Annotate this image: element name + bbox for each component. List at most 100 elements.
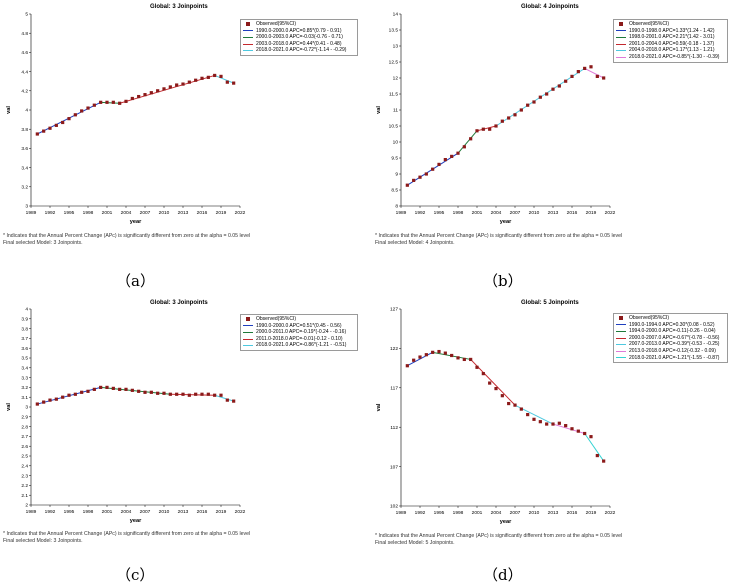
data-point	[194, 392, 198, 396]
data-point	[80, 390, 84, 394]
y-tick-label: 122	[390, 346, 398, 352]
data-point	[92, 387, 96, 391]
x-tick-label: 1992	[45, 509, 56, 515]
legend-swatch	[616, 322, 626, 328]
data-point	[443, 158, 447, 162]
data-point	[181, 392, 185, 396]
legend-label: 1990.0-2000.0 APC=0.85*(0.79 - 0.91)	[256, 27, 342, 34]
y-tick-label: 11	[393, 108, 398, 114]
x-tick-label: 1989	[396, 210, 407, 216]
data-point	[424, 353, 428, 357]
legend-item: 2003.0-2018.0 APC=0.44*(0.41 - 0.48)	[243, 41, 354, 48]
x-tick-label: 2010	[159, 509, 170, 515]
data-point	[67, 393, 71, 397]
chart-panel-b: Global: 4 Joinpoints 8 8.5 9 9.5 10 10.5 11 11.…	[370, 0, 730, 290]
data-point	[200, 392, 204, 396]
data-point	[412, 178, 416, 182]
final-model-note: Final selected Model: 3 Joinpoints.	[3, 240, 83, 246]
x-tick-label: 1992	[415, 510, 426, 516]
legend-marker	[616, 21, 626, 27]
legend-marker	[243, 316, 253, 322]
legend-label: 2000.0-2011.0 APC=-0.19*(-0.24 - -0.16)	[256, 329, 347, 336]
legend-swatch	[243, 343, 253, 349]
data-point	[168, 392, 172, 396]
legend-swatch	[616, 41, 626, 47]
y-tick-label: 3.8	[21, 326, 28, 332]
data-point	[73, 113, 77, 117]
legend-swatch	[243, 336, 253, 342]
x-tick-label: 2013	[548, 210, 559, 216]
data-point	[513, 113, 517, 117]
data-point	[219, 74, 223, 78]
x-tick-label: 2007	[510, 510, 521, 516]
data-point	[137, 94, 141, 99]
segment-line	[100, 386, 171, 395]
data-point	[513, 403, 517, 407]
legend-label: 2018.0-2021.0 APC=-0.72*(-1.14 - -0.29)	[256, 47, 347, 54]
y-tick-label: 3.8	[21, 127, 28, 133]
legend-label: 1990.0-1994.0 APC=0.30*(0.08 - 0.52)	[629, 321, 715, 328]
x-tick-label: 2001	[102, 210, 113, 216]
data-point	[162, 391, 166, 395]
segment-line	[584, 67, 604, 79]
data-point	[570, 74, 574, 78]
y-tick-label: 2	[25, 503, 28, 509]
data-point	[86, 389, 90, 393]
data-point	[538, 420, 542, 424]
data-point	[111, 100, 115, 104]
y-tick-label: 14	[393, 12, 399, 18]
y-tick-label: 4.8	[21, 31, 28, 37]
chart-title: Global: 5 Joinpoints	[521, 300, 579, 306]
data-point	[570, 427, 574, 431]
y-tick-label: 112	[390, 425, 398, 431]
legend-label: 1998.0-2001.0 APC=2.21*(1.42 - 3.01)	[629, 34, 715, 41]
legend-item: 1998.0-2001.0 APC=2.21*(1.42 - 3.01)	[616, 34, 724, 41]
legend-label: 2000.0-2007.0 APC=-0.67*(-0.78 - -0.56)	[629, 334, 720, 341]
data-point	[118, 101, 122, 105]
legend-item: 2000.0-2007.0 APC=-0.67*(-0.78 - -0.56)	[616, 335, 724, 342]
y-tick-label: 8.5	[391, 188, 398, 194]
y-tick-label: 2.2	[21, 483, 28, 489]
legend-label: 2007.0-2013.0 APC=-0.39*(-0.53 - -0.25)	[629, 341, 720, 348]
x-tick-label: 2004	[121, 509, 132, 515]
y-tick-label: 5	[25, 12, 28, 18]
x-tick-label: 1998	[83, 210, 94, 216]
x-axis-label: year	[500, 219, 512, 225]
data-point	[551, 422, 555, 426]
y-tick-label: 13	[393, 44, 399, 50]
chart-legend: Observed(95%CI) 1990.0-2000.0 APC=0.51*(0…	[240, 314, 358, 351]
y-tick-label: 3.4	[21, 366, 28, 372]
data-point	[206, 75, 210, 79]
final-model-note: Final selected Model: 3 Joinpoints.	[3, 538, 83, 544]
legend-label: Observed(95%CI)	[629, 21, 670, 27]
legend-label: 1990.0-2000.0 APC=0.51*(0.45 - 0.56)	[256, 322, 342, 329]
data-point	[54, 397, 58, 401]
data-point	[181, 82, 185, 86]
data-point	[124, 99, 128, 103]
legend-label: 2013.0-2018.0 APC=-0.12(-0.32 - 0.09)	[629, 347, 716, 354]
y-tick-label: 3.6	[21, 146, 28, 152]
y-tick-label: 10.5	[389, 124, 399, 130]
x-tick-label: 1998	[453, 210, 464, 216]
data-point	[437, 349, 441, 354]
legend-swatch	[616, 328, 626, 334]
x-tick-label: 2013	[178, 210, 189, 216]
y-tick-label: 2.3	[21, 473, 28, 479]
x-tick-label: 1989	[26, 210, 37, 216]
data-point	[187, 80, 191, 84]
x-tick-label: 2016	[197, 509, 208, 515]
data-point	[48, 398, 52, 402]
x-tick-label: 2010	[529, 510, 540, 516]
legend-swatch	[616, 34, 626, 40]
y-tick-label: 13.5	[389, 28, 399, 34]
chart-panel-d: Global: 5 Joinpoints 102 107 112 117 122 127 1…	[370, 295, 730, 584]
data-point	[469, 357, 473, 362]
y-tick-label: 11.5	[389, 92, 398, 98]
x-tick-label: 2001	[472, 210, 483, 216]
y-tick-label: 3	[25, 405, 28, 411]
y-tick-label: 3.6	[21, 346, 28, 352]
chart-title: Global: 3 Joinpoints	[150, 300, 208, 306]
data-point	[526, 412, 530, 417]
legend-swatch	[616, 28, 626, 34]
data-point	[450, 353, 454, 358]
